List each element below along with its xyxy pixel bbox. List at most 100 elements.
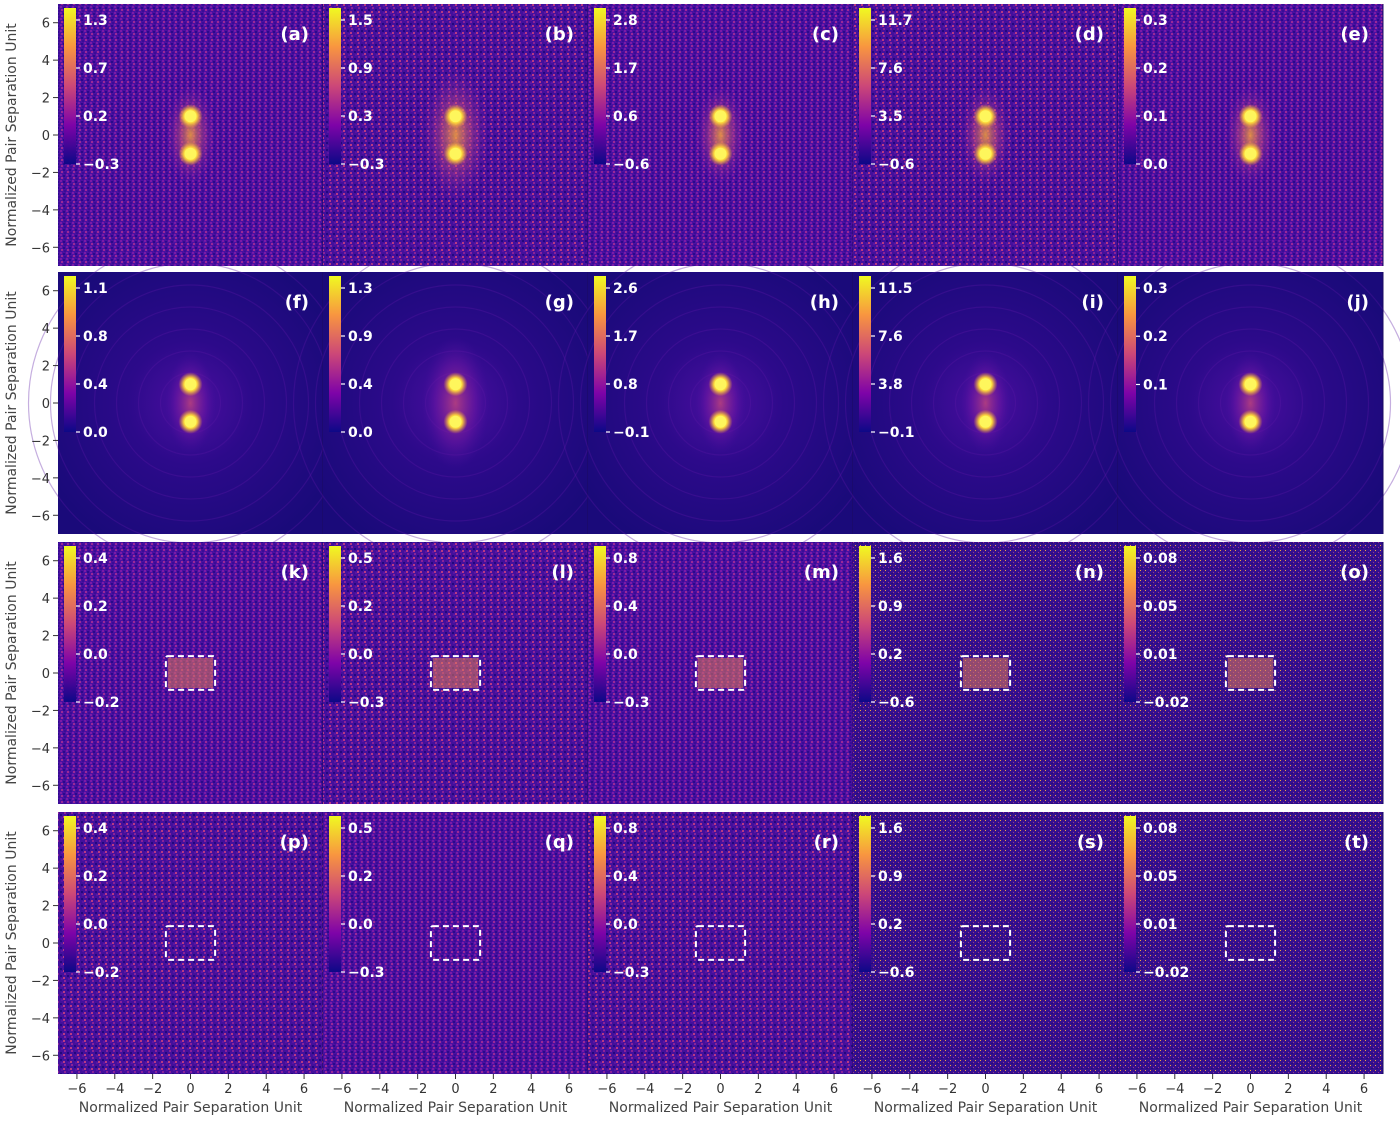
- x-tick-label: 2: [1019, 1082, 1027, 1097]
- colorbar-tick-label: 0.01: [1143, 647, 1178, 663]
- peak-core: [714, 147, 727, 160]
- x-tick-label: −4: [370, 1082, 389, 1097]
- heatmap-panel: 2.8 1.7 0.6 −0.6 (c): [588, 4, 854, 266]
- residual-patch: [962, 658, 1009, 688]
- x-tick-label: 2: [224, 1082, 232, 1097]
- colorbar-tick-label: 0.0: [83, 917, 108, 933]
- x-tick-label: −2: [408, 1082, 427, 1097]
- ring: [1153, 306, 1348, 500]
- colorbar-tick-label: 0.7: [83, 61, 108, 77]
- colorbar-tick-label: −0.3: [613, 965, 650, 981]
- colorbar-tick-label: 0.8: [613, 377, 638, 393]
- peak-glow: [165, 84, 216, 186]
- peak-core: [1244, 378, 1257, 391]
- y-axis-label: Normalized Pair Separation Unit: [4, 291, 20, 515]
- colorbar-tick-label: 0.05: [1143, 869, 1178, 885]
- x-tick-label: 2: [754, 1082, 762, 1097]
- colorbar: [859, 8, 871, 164]
- ring: [358, 306, 553, 500]
- colorbar: [329, 8, 341, 164]
- peak-glow: [695, 352, 746, 454]
- ring: [115, 328, 266, 478]
- colorbar-tick-label: 1.6: [878, 551, 903, 567]
- colorbar-tick-label: 0.8: [613, 551, 638, 567]
- ring: [910, 328, 1061, 478]
- panel-background: [58, 812, 323, 1074]
- heatmap-panel: 0.8 0.4 0.0 −0.3 (r): [588, 812, 854, 1074]
- peak-core: [184, 147, 197, 160]
- panel-background: [1118, 812, 1383, 1074]
- colorbar-tick-label: 0.0: [348, 917, 373, 933]
- peak-core: [184, 110, 197, 123]
- panel-label: (j): [1346, 292, 1369, 313]
- panel-label: (k): [281, 562, 309, 583]
- x-tick-label: 0: [716, 1082, 724, 1097]
- peak-core: [979, 378, 992, 391]
- heatmap-panel: 0.8 0.4 0.0 −0.3 (m): [588, 542, 854, 804]
- ring: [1175, 328, 1326, 478]
- colorbar-tick-label: 0.2: [348, 599, 373, 615]
- x-tick-label: 6: [565, 1082, 573, 1097]
- peak-glow: [1225, 84, 1276, 186]
- colorbar: [329, 546, 341, 702]
- colorbar-tick-label: 0.05: [1143, 599, 1178, 615]
- y-tick-label: 0: [42, 397, 50, 412]
- colorbar: [859, 816, 871, 972]
- colorbar-tick-label: 0.2: [83, 599, 108, 615]
- colorbar-tick-label: −0.1: [613, 425, 650, 441]
- colorbar-tick-label: 3.8: [878, 377, 903, 393]
- dashed-box: [164, 655, 217, 691]
- peak-glow: [1225, 352, 1276, 454]
- colorbar-tick-label: 0.2: [1143, 329, 1168, 345]
- panel-label: (o): [1340, 562, 1369, 583]
- y-tick-label: −4: [31, 1012, 50, 1027]
- heatmap-panel: 1.3 0.7 0.2 −0.3 (a): [58, 4, 324, 266]
- colorbar: [64, 8, 76, 164]
- colorbar-tick-label: 0.4: [83, 377, 108, 393]
- y-tick-label: 0: [42, 129, 50, 144]
- colorbar-tick-label: 0.4: [613, 599, 638, 615]
- colorbar-tick-label: −0.2: [83, 695, 120, 711]
- colorbar-tick-label: −0.6: [878, 965, 915, 981]
- y-tick-label: 2: [42, 360, 50, 375]
- panel-label: (n): [1075, 562, 1104, 583]
- dashed-box: [694, 925, 747, 961]
- colorbar-tick-label: 0.3: [1143, 281, 1168, 297]
- heatmap-panel: 0.5 0.2 0.0 −0.3 (l): [323, 542, 589, 804]
- colorbar-tick-label: 0.2: [878, 647, 903, 663]
- colorbar-tick-label: 0.4: [613, 869, 638, 885]
- panel-label: (h): [810, 292, 839, 313]
- dashed-box: [694, 655, 747, 691]
- y-tick-label: 0: [42, 667, 50, 682]
- x-tick-label: −2: [673, 1082, 692, 1097]
- colorbar-tick-label: 1.7: [613, 329, 638, 345]
- peak-core: [184, 415, 197, 428]
- x-tick-label: 0: [1246, 1082, 1254, 1097]
- colorbar-tick-label: 0.0: [613, 647, 638, 663]
- colorbar-tick-label: 0.2: [83, 869, 108, 885]
- heatmap-panel: 1.1 0.8 0.4 0.0 (f): [27, 240, 354, 566]
- y-tick-label: −4: [31, 204, 50, 219]
- y-tick-label: −2: [31, 166, 50, 181]
- y-tick-label: −2: [31, 434, 50, 449]
- colorbar-tick-label: 0.5: [348, 551, 373, 567]
- x-tick-label: 0: [981, 1082, 989, 1097]
- peak-core: [449, 378, 462, 391]
- colorbar-tick-label: 0.4: [83, 821, 108, 837]
- ring: [137, 350, 244, 456]
- colorbar-tick-label: 1.5: [348, 13, 373, 29]
- x-tick-label: 4: [527, 1082, 535, 1097]
- x-tick-label: −6: [332, 1082, 351, 1097]
- y-tick-label: 6: [42, 17, 50, 32]
- dashed-box: [959, 925, 1012, 961]
- dashed-box: [164, 925, 217, 961]
- panel-label: (m): [804, 562, 839, 583]
- peak-core: [449, 147, 462, 160]
- colorbar-tick-label: 0.01: [1143, 917, 1178, 933]
- colorbar-tick-label: 0.9: [878, 869, 903, 885]
- peak-core: [979, 110, 992, 123]
- y-axis-label: Normalized Pair Separation Unit: [4, 831, 20, 1055]
- y-tick-label: 6: [42, 825, 50, 840]
- colorbar: [1124, 8, 1136, 164]
